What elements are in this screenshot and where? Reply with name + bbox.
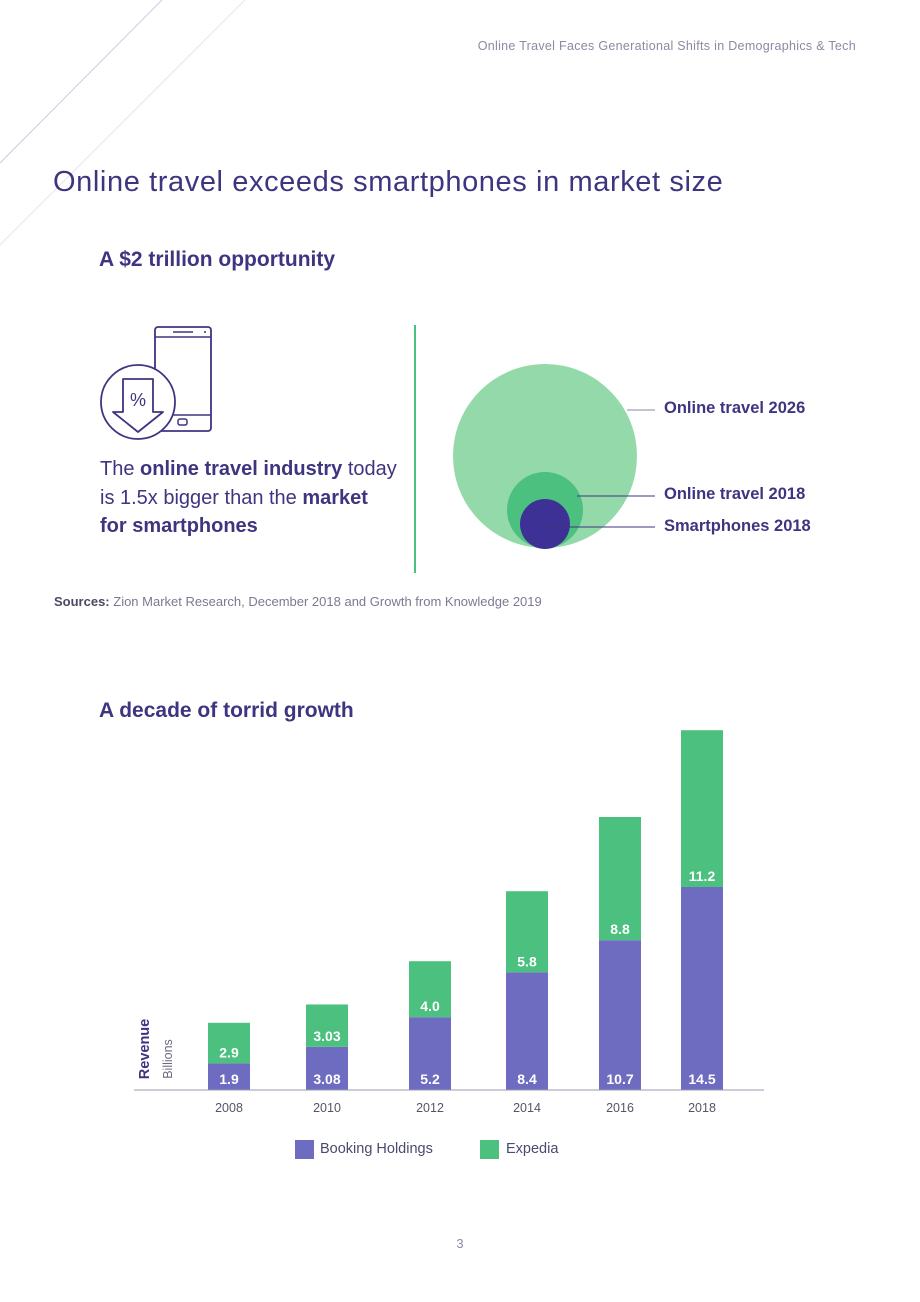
value-label-booking-2018: 14.5: [688, 1071, 715, 1087]
bar-booking-2014: [506, 972, 548, 1090]
bar-expedia-2014: [506, 891, 548, 973]
page-number: 3: [456, 1236, 464, 1251]
legend-swatch-booking: [295, 1140, 314, 1159]
legend-label-expedia: Expedia: [506, 1141, 559, 1157]
value-label-booking-2014: 8.4: [517, 1071, 537, 1087]
label-online-travel-2018: Online travel 2018: [664, 485, 806, 503]
market-size-bubbles: [453, 364, 655, 549]
value-label-expedia-2012: 4.0: [420, 998, 440, 1014]
bar-booking-2012: [409, 1017, 451, 1090]
value-label-expedia-2014: 5.8: [517, 953, 537, 969]
bar-expedia-2018: [681, 730, 723, 887]
page-title: Online travel exceeds smartphones in mar…: [53, 166, 724, 198]
sources-text: Zion Market Research, December 2018 and …: [109, 594, 542, 609]
bar-booking-2016: [599, 940, 641, 1090]
bar-expedia-2012: [409, 961, 451, 1018]
svg-text:%: %: [130, 390, 146, 410]
value-label-booking-2012: 5.2: [420, 1071, 440, 1087]
bar-expedia-2008: [208, 1022, 250, 1064]
x-tick-label: 2018: [688, 1101, 716, 1115]
blurb-bold-1: online travel industry: [140, 458, 343, 480]
bar-booking-2008: [208, 1063, 250, 1090]
value-label-expedia-2008: 2.9: [219, 1044, 239, 1060]
legend-swatch-expedia: [480, 1140, 499, 1159]
value-label-expedia-2010: 3.03: [313, 1028, 340, 1044]
x-tick-label: 2012: [416, 1101, 444, 1115]
running-header: Online Travel Faces Generational Shifts …: [477, 39, 856, 53]
sources-note: Sources: Zion Market Research, December …: [54, 594, 542, 609]
legend-label-booking: Booking Holdings: [320, 1141, 433, 1157]
sources-label: Sources:: [54, 594, 110, 609]
blurb-text-2: today is 1.5x bigger than the: [100, 458, 397, 509]
bar-expedia-2016: [599, 817, 641, 941]
x-tick-label: 2008: [215, 1101, 243, 1115]
x-tick-label: 2016: [606, 1101, 634, 1115]
bubble-smartphones-2018: [520, 499, 570, 549]
bar-booking-2018: [681, 887, 723, 1090]
value-label-expedia-2016: 8.8: [610, 921, 630, 937]
vertical-divider: [414, 325, 416, 573]
phone-discount-icon: %: [100, 326, 212, 440]
value-label-booking-2010: 3.08: [313, 1071, 340, 1087]
value-label-expedia-2018: 11.2: [689, 868, 716, 884]
bar-expedia-2010: [306, 1004, 348, 1047]
opportunity-blurb: The online travel industry today is 1.5x…: [100, 455, 400, 541]
x-tick-label: 2010: [313, 1101, 341, 1115]
label-smartphones-2018: Smartphones 2018: [664, 517, 811, 535]
blurb-bold-2: market for smartphones: [100, 486, 368, 538]
y-axis-unit: Billions: [161, 1039, 175, 1079]
section-heading-opportunity: A $2 trillion opportunity: [99, 248, 336, 271]
section-heading-growth: A decade of torrid growth: [99, 699, 354, 722]
value-label-booking-2008: 1.9: [219, 1071, 239, 1087]
label-online-travel-2026: Online travel 2026: [664, 399, 806, 417]
value-label-booking-2016: 10.7: [606, 1071, 633, 1087]
blurb-text-1: The: [100, 458, 141, 480]
bar-booking-2010: [306, 1046, 348, 1090]
bubble-online-travel-2026: [453, 364, 637, 548]
x-tick-label: 2014: [513, 1101, 541, 1115]
y-axis-label: Revenue: [137, 1019, 153, 1079]
